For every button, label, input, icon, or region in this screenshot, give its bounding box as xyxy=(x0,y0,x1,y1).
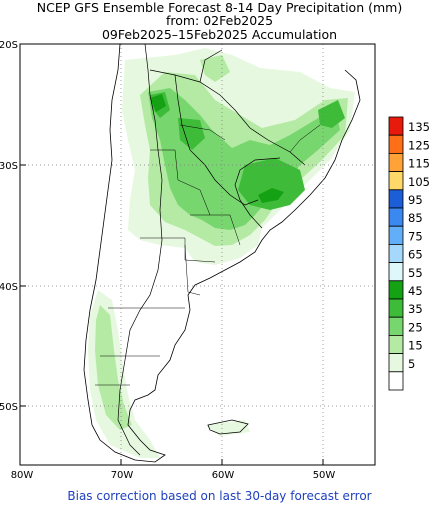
lon-label-50w: 50W xyxy=(313,470,336,481)
map-title: NCEP GFS Ensemble Forecast 8-14 Day Prec… xyxy=(36,0,403,15)
legend-label: 115 xyxy=(408,157,430,171)
map-from-date: from: 02Feb2025 xyxy=(165,13,274,28)
legend-label: 35 xyxy=(408,302,423,316)
map-frame xyxy=(19,43,376,466)
legend-swatch xyxy=(388,152,404,172)
lat-label-50s: 50S xyxy=(0,402,18,413)
legend-label: 125 xyxy=(408,138,430,152)
legend-label: 15 xyxy=(408,339,423,353)
legend-swatch xyxy=(388,171,404,191)
lat-label-20s: 20S xyxy=(0,40,18,51)
legend-label: 65 xyxy=(408,248,423,262)
precip-legend: 135 125 115 105 95 85 75 65 55 45 35 25 15 5 xyxy=(388,116,430,391)
legend-swatch xyxy=(388,243,404,263)
country-borders xyxy=(117,44,306,456)
lat-label-30s: 30S xyxy=(0,161,18,172)
legend-swatch xyxy=(388,262,404,282)
legend-label: 105 xyxy=(408,175,430,189)
legend-swatch xyxy=(388,116,404,136)
tick-marks xyxy=(19,43,324,465)
lon-label-70w: 70W xyxy=(111,470,134,481)
lon-label-60w: 60W xyxy=(212,470,235,481)
legend-swatch xyxy=(388,298,404,318)
legend-swatch xyxy=(388,371,404,391)
legend-label: 25 xyxy=(408,320,423,334)
legend-swatch xyxy=(388,280,404,300)
legend-swatch xyxy=(388,316,404,336)
legend-label: 85 xyxy=(408,211,423,225)
legend-label: 55 xyxy=(408,266,423,280)
bias-correction-note: Bias correction based on last 30-day for… xyxy=(67,489,372,503)
province-borders xyxy=(95,124,321,386)
legend-label: 45 xyxy=(408,284,423,298)
legend-swatch xyxy=(388,189,404,209)
legend-swatch xyxy=(388,334,404,354)
map-accumulation-period: 09Feb2025–15Feb2025 Accumulation xyxy=(101,27,338,42)
legend-swatch xyxy=(388,134,404,154)
legend-label: 95 xyxy=(408,193,423,207)
lon-label-80w: 80W xyxy=(11,470,34,481)
legend-label: 75 xyxy=(408,229,423,243)
lat-label-40s: 40S xyxy=(0,282,18,293)
legend-label: 5 xyxy=(408,357,415,371)
legend-label: 135 xyxy=(408,120,430,134)
precip-shading xyxy=(88,48,355,458)
legend-swatch xyxy=(388,207,404,227)
legend-swatch xyxy=(388,225,404,245)
legend-swatch xyxy=(388,353,404,373)
coastline xyxy=(83,44,361,463)
